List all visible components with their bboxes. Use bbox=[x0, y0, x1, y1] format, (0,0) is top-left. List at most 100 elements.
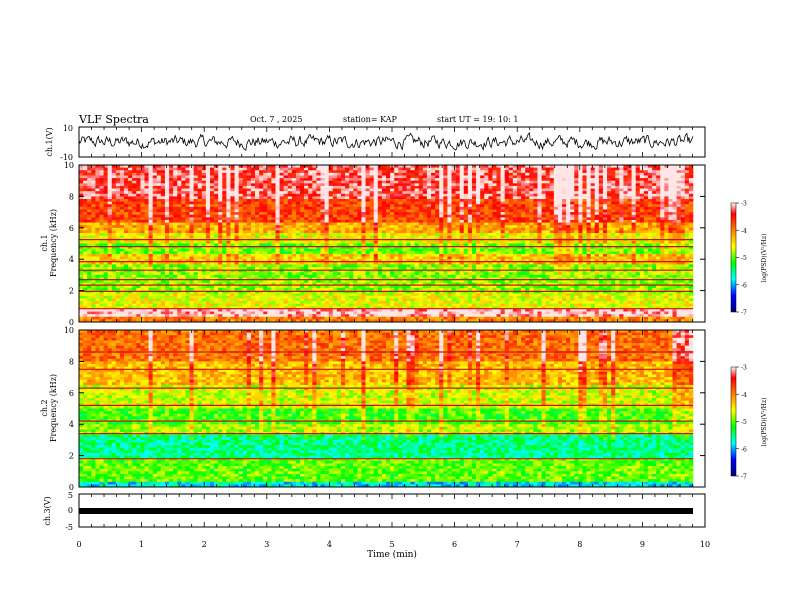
spec-cell bbox=[435, 204, 440, 208]
spec-cell bbox=[607, 206, 612, 210]
spec-cell bbox=[377, 167, 383, 171]
spec-cell bbox=[250, 196, 256, 200]
spec-cell bbox=[140, 199, 145, 202]
spec-cell bbox=[160, 193, 166, 197]
spec-cell bbox=[647, 222, 653, 226]
spec-cell bbox=[435, 217, 440, 221]
spec-cell bbox=[83, 193, 88, 197]
spec-cell bbox=[381, 178, 387, 181]
spec-cell bbox=[230, 172, 235, 176]
spec-cell bbox=[431, 230, 436, 234]
spec-cell bbox=[508, 214, 514, 218]
spec-cell bbox=[422, 165, 428, 168]
spec-cell bbox=[418, 206, 424, 210]
spec-cell bbox=[521, 165, 526, 168]
spec-cell bbox=[439, 167, 444, 171]
spec-cell bbox=[128, 235, 133, 239]
spec-cell bbox=[189, 227, 194, 231]
spec-cell bbox=[316, 219, 321, 223]
spec-cell bbox=[516, 167, 522, 171]
spec-cell bbox=[369, 170, 375, 174]
spec-cell bbox=[140, 217, 145, 221]
spec-cell bbox=[124, 233, 129, 236]
spec-cell bbox=[230, 248, 235, 252]
spec-cell bbox=[205, 206, 211, 210]
spec-cell bbox=[238, 209, 244, 213]
spec-cell bbox=[414, 191, 420, 195]
spec-cell bbox=[361, 212, 366, 216]
spec-cell bbox=[631, 233, 636, 236]
spec-cell bbox=[164, 214, 170, 218]
spec-cell bbox=[353, 206, 358, 210]
spec-cell bbox=[590, 193, 596, 197]
spec-cell bbox=[173, 248, 178, 252]
spec-cell bbox=[496, 188, 501, 192]
spec-cell bbox=[128, 227, 133, 231]
spec-cell bbox=[369, 235, 375, 239]
spec-cell bbox=[111, 246, 117, 250]
spec-cell bbox=[361, 206, 366, 210]
spec-cell bbox=[226, 165, 231, 168]
spec-cell bbox=[169, 193, 174, 197]
spec-cell bbox=[238, 167, 244, 171]
spec-cell bbox=[226, 246, 231, 250]
spec-cell bbox=[512, 172, 518, 176]
spec-cell bbox=[635, 185, 641, 189]
spec-cell bbox=[177, 178, 182, 181]
spec-cell bbox=[79, 206, 84, 210]
spec-cell bbox=[271, 219, 276, 223]
spec-cell bbox=[79, 248, 84, 252]
spec-cell bbox=[578, 212, 583, 216]
spec-cell bbox=[443, 225, 448, 229]
spec-cell bbox=[222, 204, 227, 208]
spec-cell bbox=[148, 214, 153, 218]
spec-cell bbox=[684, 212, 690, 216]
spec-cell bbox=[263, 243, 268, 247]
spec-cell bbox=[345, 233, 350, 236]
spec-cell bbox=[672, 225, 677, 229]
spec-cell bbox=[631, 172, 636, 176]
spec-cell bbox=[574, 167, 579, 171]
spec-cell bbox=[234, 167, 239, 171]
spec-cell bbox=[287, 225, 293, 229]
spec-cell bbox=[602, 201, 608, 205]
spec-cell bbox=[639, 188, 645, 192]
spec-cell bbox=[386, 212, 391, 216]
spec-cell bbox=[148, 225, 153, 229]
spec-cell bbox=[390, 204, 395, 208]
spec-cell bbox=[619, 204, 624, 208]
spec-cell bbox=[639, 227, 645, 231]
spec-cell bbox=[484, 185, 489, 189]
spec-cell bbox=[562, 178, 567, 181]
spec-cell bbox=[103, 188, 108, 192]
spec-cell bbox=[222, 246, 227, 250]
spec-cell bbox=[373, 178, 379, 181]
spec-cell bbox=[291, 248, 297, 252]
spec-cell bbox=[627, 235, 632, 239]
spec-cell bbox=[504, 204, 510, 208]
spec-cell bbox=[594, 167, 600, 171]
spec-cell bbox=[541, 185, 546, 189]
spec-cell bbox=[193, 188, 198, 192]
spec-cell bbox=[263, 183, 268, 187]
spec-cell bbox=[308, 188, 313, 192]
spec-cell bbox=[570, 180, 575, 184]
spec-cell bbox=[398, 183, 403, 187]
spec-cell bbox=[373, 196, 379, 200]
spec-cell bbox=[680, 167, 686, 171]
spec-cell bbox=[173, 206, 178, 210]
spec-cell bbox=[295, 206, 301, 210]
spec-cell bbox=[111, 170, 117, 174]
spec-cell bbox=[672, 227, 677, 231]
spec-cell bbox=[557, 178, 563, 181]
spec-cell bbox=[647, 193, 653, 197]
spec-cell bbox=[320, 230, 325, 234]
spec-cell bbox=[463, 191, 469, 195]
spec-cell bbox=[398, 185, 403, 189]
spec-cell bbox=[300, 243, 305, 247]
spec-cell bbox=[193, 196, 198, 200]
spec-cell bbox=[189, 206, 194, 210]
spec-cell bbox=[316, 165, 321, 168]
spec-cell bbox=[226, 201, 231, 205]
spec-cell bbox=[541, 248, 546, 252]
